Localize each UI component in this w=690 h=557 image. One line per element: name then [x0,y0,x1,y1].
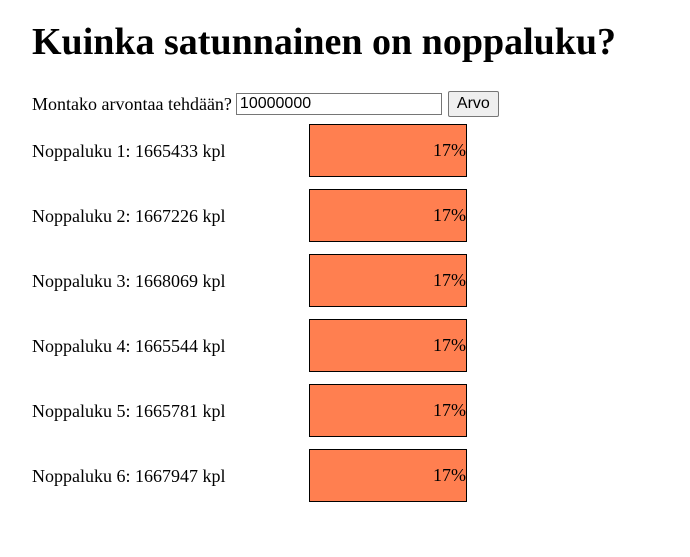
result-bar: 17% [309,124,467,177]
results-list: Noppaluku 1: 1665433 kpl 17% Noppaluku 2… [32,124,472,514]
result-bar: 17% [309,449,467,502]
draw-count-input[interactable] [235,93,442,115]
result-bar: 17% [309,254,467,307]
draw-button[interactable]: Arvo [447,91,499,117]
result-row: Noppaluku 4: 1665544 kpl 17% [32,319,472,372]
result-label: Noppaluku 2: 1667226 kpl [32,206,226,226]
result-row: Noppaluku 2: 1667226 kpl 17% [32,189,472,242]
result-percent: 17% [433,465,466,485]
result-row: Noppaluku 6: 1667947 kpl 17% [32,449,472,502]
result-label: Noppaluku 6: 1667947 kpl [32,466,226,486]
draw-form: Montako arvontaa tehdään? Arvo [32,90,499,118]
result-label: Noppaluku 5: 1665781 kpl [32,401,226,421]
page-title: Kuinka satunnainen on noppaluku? [32,21,617,63]
result-percent: 17% [433,270,466,290]
result-bar: 17% [309,319,467,372]
result-label: Noppaluku 4: 1665544 kpl [32,336,226,356]
result-bar: 17% [309,384,467,437]
result-percent: 17% [433,335,466,355]
result-percent: 17% [433,400,466,420]
result-percent: 17% [433,205,466,225]
result-percent: 17% [433,140,466,160]
result-row: Noppaluku 3: 1668069 kpl 17% [32,254,472,307]
result-label: Noppaluku 1: 1665433 kpl [32,141,226,161]
result-bar: 17% [309,189,467,242]
result-row: Noppaluku 5: 1665781 kpl 17% [32,384,472,437]
draw-count-label: Montako arvontaa tehdään? [32,93,232,114]
result-row: Noppaluku 1: 1665433 kpl 17% [32,124,472,177]
result-label: Noppaluku 3: 1668069 kpl [32,271,226,291]
